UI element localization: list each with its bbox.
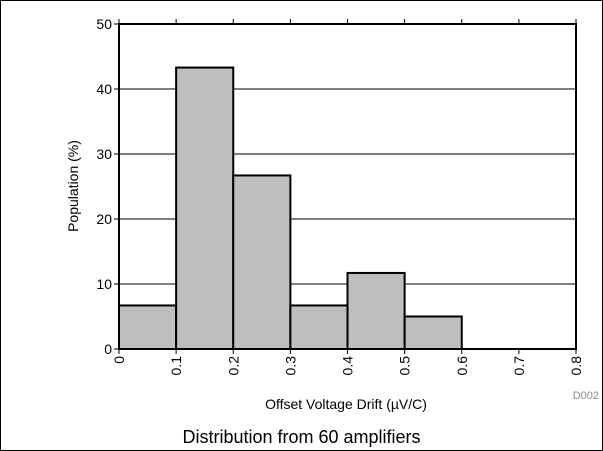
- labels-layer: 0 10 20 30 40 50 0 0.1 0.2 0.3 0.4 0.5 0.6 0.7 0.8: [96, 16, 584, 375]
- y-tick-label-2: 20: [96, 211, 112, 227]
- figure-code-label: D002: [573, 390, 599, 402]
- histogram-bar-5: [403, 315, 463, 350]
- x-tick-label-1: 0.1: [168, 356, 184, 376]
- y-axis-title: Population (%): [65, 140, 81, 232]
- y-tick-label-4: 40: [96, 81, 112, 97]
- x-tick-label-2: 0.2: [225, 356, 241, 376]
- y-tick-label-3: 30: [96, 146, 112, 162]
- x-tick-label-0: 0: [111, 356, 127, 364]
- bars-layer: [118, 66, 463, 351]
- x-axis-title: Offset Voltage Drift (µV/C): [265, 396, 427, 412]
- y-tick-label-5: 50: [96, 16, 112, 32]
- histogram-bar-1: [175, 66, 235, 351]
- x-tick-label-3: 0.3: [282, 356, 298, 376]
- x-tick-label-5: 0.5: [397, 356, 413, 376]
- x-tick-label-8: 0.8: [568, 356, 584, 376]
- x-tick-label-6: 0.6: [454, 356, 470, 376]
- histogram-bar-2: [232, 174, 292, 350]
- histogram-bar-0: [118, 304, 178, 351]
- y-tick-label-0: 0: [104, 341, 112, 357]
- axes-layer: [114, 19, 577, 354]
- histogram-bar-4: [346, 271, 406, 351]
- x-tick-label-4: 0.4: [340, 356, 356, 376]
- y-tick-label-1: 10: [96, 276, 112, 292]
- histogram-bar-3: [289, 304, 349, 351]
- x-tick-label-7: 0.7: [511, 356, 527, 376]
- figure-caption: Distribution from 60 amplifiers: [182, 427, 421, 447]
